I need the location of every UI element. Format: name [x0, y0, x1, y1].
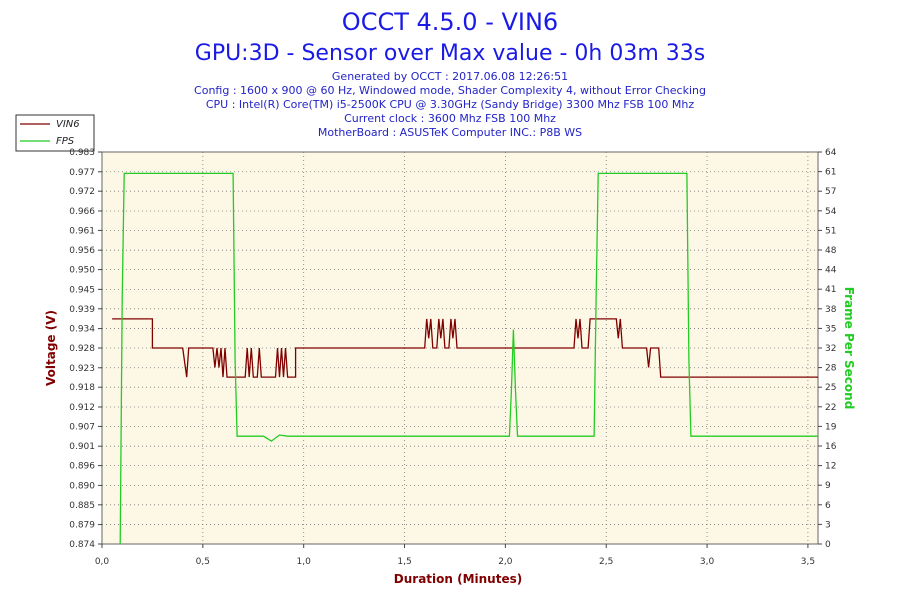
y2-tick-label: 6: [825, 501, 831, 511]
y2-tick-label: 51: [825, 226, 836, 236]
y2-tick-label: 16: [825, 442, 837, 452]
y-axis-left: 0.874 0.879 0.885 0.890 0.896 0.901 0.907 0.912…: [69, 148, 102, 550]
info-line-motherboard: MotherBoard : ASUSTeK Computer INC.: P8B…: [318, 126, 582, 139]
y-tick-label: 0.901: [69, 442, 95, 452]
y-tick-label: 0.934: [69, 325, 95, 335]
info-line-generated: Generated by OCCT : 2017.06.08 12:26:51: [332, 70, 568, 83]
y2-tick-label: 44: [825, 266, 837, 276]
info-line-cpu: CPU : Intel(R) Core(TM) i5-2500K CPU @ 3…: [206, 98, 694, 111]
y-tick-label: 0.918: [69, 383, 95, 393]
info-line-clock: Current clock : 3600 Mhz FSB 100 Mhz: [344, 112, 556, 125]
x-axis: 0,0 0,5 1,0 1,5 2,0 2,5 3,0 3,5: [95, 544, 815, 567]
x-tick-label: 0,0: [95, 557, 110, 567]
y-tick-label: 0.923: [69, 364, 95, 374]
x-tick-label: 0,5: [196, 557, 210, 567]
y-tick-label: 0.956: [69, 246, 95, 256]
info-line-config: Config : 1600 x 900 @ 60 Hz, Windowed mo…: [194, 84, 706, 97]
x-tick-label: 2,5: [599, 557, 613, 567]
y2-tick-label: 25: [825, 383, 836, 393]
y2-tick-label: 57: [825, 187, 836, 197]
y-axis-title: Voltage (V): [44, 310, 58, 386]
y-tick-label: 0.874: [69, 540, 95, 550]
y-axis-right: 0 3 6 9 12 16 19 22 25 28 32 35 38 41 44 48 51 54 57 61 64: [818, 148, 837, 550]
y-tick-label: 0.879: [69, 521, 95, 531]
y2-tick-label: 32: [825, 344, 836, 354]
y-tick-label: 0.939: [69, 305, 95, 315]
series-line-fps: [119, 172, 818, 545]
y2-tick-label: 54: [825, 207, 837, 217]
y-tick-label: 0.896: [69, 462, 95, 472]
y2-tick-label: 64: [825, 148, 837, 158]
x-tick-label: 3,5: [801, 557, 815, 567]
y2-tick-label: 48: [825, 246, 837, 256]
x-tick-label: 2,0: [498, 557, 513, 567]
x-tick-label: 3,0: [700, 557, 715, 567]
y2-tick-label: 41: [825, 285, 836, 295]
y2-tick-label: 22: [825, 403, 836, 413]
y2-tick-label: 38: [825, 305, 837, 315]
x-tick-label: 1,0: [297, 557, 312, 567]
y2-tick-label: 19: [825, 422, 837, 432]
y-tick-label: 0.945: [69, 285, 95, 295]
series-layer: [112, 172, 818, 545]
chart-subtitle: GPU:3D - Sensor over Max value - 0h 03m …: [195, 41, 705, 66]
legend-label-fps: FPS: [56, 136, 75, 147]
y-tick-label: 0.972: [69, 187, 95, 197]
y2-tick-label: 0: [825, 540, 831, 550]
y-tick-label: 0.950: [69, 266, 95, 276]
y-tick-label: 0.885: [69, 501, 95, 511]
y-tick-label: 0.983: [69, 148, 95, 158]
y2-tick-label: 9: [825, 481, 831, 491]
y-tick-label: 0.890: [69, 481, 95, 491]
y-tick-label: 0.977: [69, 168, 95, 178]
grid: [102, 152, 818, 544]
legend: VIN6 FPS: [15, 114, 95, 152]
y2-tick-label: 3: [825, 520, 831, 530]
y2-tick-label: 35: [825, 324, 836, 334]
legend-box: [15, 114, 95, 152]
x-tick-label: 1,5: [397, 557, 411, 567]
y2-tick-label: 61: [825, 168, 836, 178]
chart-title: OCCT 4.5.0 - VIN6: [342, 8, 558, 36]
legend-label-vin6: VIN6: [56, 119, 80, 130]
y2-tick-label: 12: [825, 462, 836, 472]
x-axis-title: Duration (Minutes): [394, 572, 522, 586]
y-tick-label: 0.907: [69, 422, 95, 432]
y-tick-label: 0.966: [69, 207, 95, 217]
series-line-vin6: [112, 318, 818, 378]
y2-tick-label: 28: [825, 364, 837, 374]
y-tick-label: 0.928: [69, 344, 95, 354]
y-tick-label: 0.961: [69, 226, 95, 236]
y2-axis-title: Frame Per Second: [842, 287, 856, 410]
y-tick-label: 0.912: [69, 403, 95, 413]
